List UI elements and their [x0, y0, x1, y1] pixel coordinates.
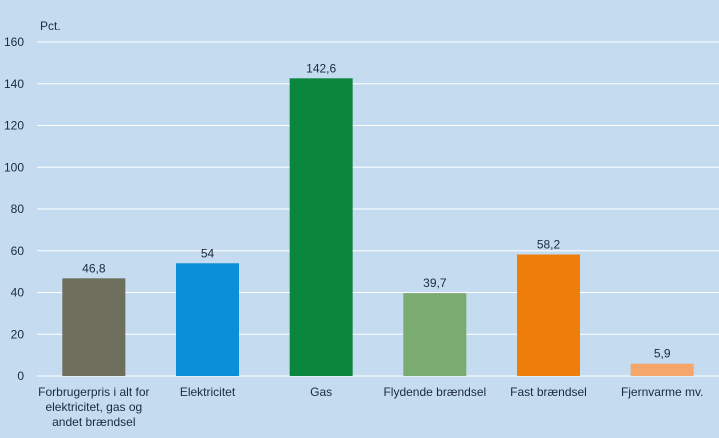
bar	[403, 293, 467, 376]
bar-value-label: 142,6	[306, 61, 336, 75]
bar	[176, 263, 239, 376]
y-axis-ticks: 0 20 40 60 80 100 120 140 160	[4, 35, 24, 383]
bar-value-label: 46,8	[82, 261, 106, 275]
category-label: Fast brændsel	[510, 385, 587, 399]
y-tick-label: 160	[4, 35, 24, 49]
bar	[289, 78, 353, 376]
y-tick-label: 20	[11, 327, 25, 341]
y-tick-label: 0	[17, 369, 24, 383]
category-label: Fjernvarme mv.	[621, 385, 703, 399]
bar-value-label: 39,7	[423, 276, 447, 290]
y-tick-label: 80	[11, 202, 25, 216]
bars	[62, 78, 694, 376]
category-label: Elektricitet	[180, 385, 236, 399]
y-tick-label: 100	[4, 160, 24, 174]
category-label: Gas	[310, 385, 332, 399]
y-tick-label: 60	[11, 244, 25, 258]
category-label: Flydende brændsel	[383, 385, 486, 399]
bar-value-label: 5,9	[654, 347, 671, 361]
bar-value-label: 58,2	[537, 238, 561, 252]
bar	[630, 363, 694, 376]
y-tick-label: 120	[4, 119, 24, 133]
data-labels: 46,8 54 142,6 39,7 58,2 5,9	[82, 61, 671, 360]
category-labels: Forbrugerpris i alt for elektricitet, gas…	[38, 385, 703, 429]
bar-value-label: 54	[201, 246, 215, 260]
y-tick-label: 140	[4, 77, 24, 91]
bar	[62, 278, 126, 376]
y-axis-unit-label: Pct.	[40, 19, 61, 33]
bar	[517, 254, 580, 376]
y-tick-label: 40	[11, 286, 25, 300]
gridlines	[37, 41, 719, 377]
category-label: Forbrugerpris i alt for elektricitet, gas…	[38, 385, 149, 429]
